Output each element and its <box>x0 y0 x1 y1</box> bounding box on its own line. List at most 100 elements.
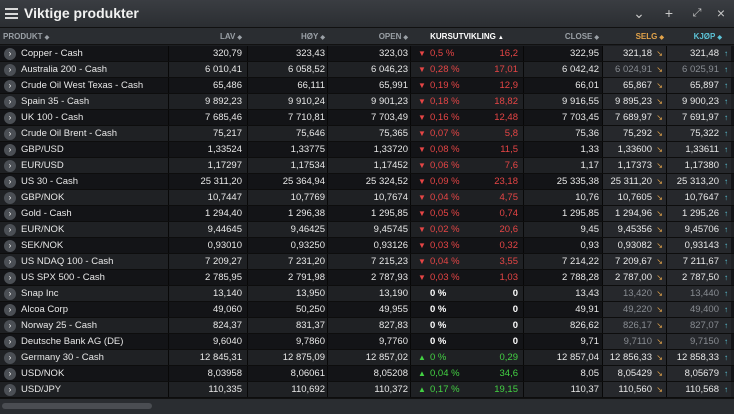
table-row[interactable]: › Germany 30 - Cash 12 845,31 12 875,09 12 8… <box>0 350 734 366</box>
table-row[interactable]: › US SPX 500 - Cash 2 785,95 2 791,98 2 787,… <box>0 270 734 286</box>
expand-row-icon[interactable]: › <box>4 320 16 332</box>
expand-row-icon[interactable]: › <box>4 304 16 316</box>
expand-row-icon[interactable]: › <box>4 368 16 380</box>
product-name[interactable]: Spain 35 - Cash <box>21 96 90 107</box>
col-produkt[interactable]: PRODUKT ◆ <box>3 32 50 41</box>
product-name[interactable]: US 30 - Cash <box>21 176 79 187</box>
table-row[interactable]: › Alcoa Corp 49,060 50,250 49,955 49,91 0 % 0 49… <box>0 302 734 318</box>
product-name[interactable]: Australia 200 - Cash <box>21 64 108 75</box>
buy-price-button[interactable]: 110,568 ↑ <box>667 382 731 397</box>
menu-icon[interactable] <box>5 8 18 19</box>
table-row[interactable]: › USD/NOK 8,03958 8,06061 8,05208 8,05 ▲ 0,04 %… <box>0 366 734 382</box>
sell-price-button[interactable]: 1,33600 ↘ <box>603 142 666 157</box>
buy-price-button[interactable]: 1,17380 ↑ <box>667 158 731 173</box>
table-row[interactable]: › Norway 25 - Cash 824,37 831,37 827,83 826,6… <box>0 318 734 334</box>
expand-row-icon[interactable]: › <box>4 160 16 172</box>
table-row[interactable]: › SEK/NOK 0,93010 0,93250 0,93126 0,93 ▼ 0,03 %… <box>0 238 734 254</box>
expand-row-icon[interactable]: › <box>4 96 16 108</box>
expand-row-icon[interactable]: › <box>4 240 16 252</box>
sell-price-button[interactable]: 1,17373 ↘ <box>603 158 666 173</box>
sell-price-button[interactable]: 9,45356 ↘ <box>603 222 666 237</box>
sell-price-button[interactable]: 65,867 ↘ <box>603 78 666 93</box>
product-name[interactable]: GBP/USD <box>21 144 64 155</box>
product-name[interactable]: USD/JPY <box>21 384 62 395</box>
table-row[interactable]: › GBP/USD 1,33524 1,33775 1,33720 1,33 ▼ 0,08 %… <box>0 142 734 158</box>
product-name[interactable]: SEK/NOK <box>21 240 64 251</box>
expand-row-icon[interactable]: › <box>4 128 16 140</box>
expand-row-icon[interactable]: › <box>4 80 16 92</box>
product-name[interactable]: Gold - Cash <box>21 208 72 219</box>
col-hoy[interactable]: HØY ◆ <box>301 32 325 41</box>
table-row[interactable]: › US 30 - Cash 25 311,20 25 364,94 25 324,52… <box>0 174 734 190</box>
buy-price-button[interactable]: 9 900,23 ↑ <box>667 94 731 109</box>
table-row[interactable]: › Deutsche Bank AG (DE) 9,6040 9,7860 9,7760… <box>0 334 734 350</box>
expand-row-icon[interactable]: › <box>4 208 16 220</box>
expand-row-icon[interactable]: › <box>4 352 16 364</box>
table-row[interactable]: › USD/JPY 110,335 110,692 110,372 110,37 ▲ 0,17… <box>0 382 734 398</box>
table-row[interactable]: › UK 100 - Cash 7 685,46 7 710,81 7 703,49 7 … <box>0 110 734 126</box>
col-open[interactable]: OPEN ◆ <box>378 32 408 41</box>
close-icon[interactable]: × <box>716 5 726 21</box>
product-name[interactable]: UK 100 - Cash <box>21 112 84 123</box>
sell-price-button[interactable]: 10,7605 ↘ <box>603 190 666 205</box>
table-row[interactable]: › EUR/USD 1,17297 1,17534 1,17452 1,17 ▼ 0,06 %… <box>0 158 734 174</box>
product-name[interactable]: Snap Inc <box>21 288 59 299</box>
expand-row-icon[interactable]: › <box>4 48 16 60</box>
sell-price-button[interactable]: 12 856,33 ↘ <box>603 350 666 365</box>
buy-price-button[interactable]: 1,33611 ↑ <box>667 142 731 157</box>
table-row[interactable]: › Copper - Cash 320,79 323,43 323,03 322,95 ▼ 0… <box>0 46 734 62</box>
product-name[interactable]: EUR/USD <box>21 160 64 171</box>
expand-row-icon[interactable]: › <box>4 64 16 76</box>
buy-price-button[interactable]: 9,7150 ↑ <box>667 334 731 349</box>
expand-icon[interactable]: ⤢ <box>692 7 702 19</box>
product-name[interactable]: Copper - Cash <box>21 48 83 59</box>
sell-price-button[interactable]: 6 024,91 ↘ <box>603 62 666 77</box>
sell-price-button[interactable]: 9,7110 ↘ <box>603 334 666 349</box>
table-row[interactable]: › EUR/NOK 9,44645 9,46425 9,45745 9,45 ▼ 0,02 %… <box>0 222 734 238</box>
sell-price-button[interactable]: 321,18 ↘ <box>603 46 666 61</box>
table-row[interactable]: › Crude Oil West Texas - Cash 65,486 66,111… <box>0 78 734 94</box>
col-kjop[interactable]: KJØP ◆ <box>693 32 722 41</box>
expand-row-icon[interactable]: › <box>4 144 16 156</box>
expand-row-icon[interactable]: › <box>4 256 16 268</box>
sell-price-button[interactable]: 8,05429 ↘ <box>603 366 666 381</box>
sell-price-button[interactable]: 110,560 ↘ <box>603 382 666 397</box>
table-row[interactable]: › Australia 200 - Cash 6 010,41 6 058,52 6 0… <box>0 62 734 78</box>
table-row[interactable]: › Spain 35 - Cash 9 892,23 9 910,24 9 901,23… <box>0 94 734 110</box>
buy-price-button[interactable]: 12 858,33 ↑ <box>667 350 731 365</box>
chevron-down-icon[interactable]: ⌄ <box>633 5 645 21</box>
product-name[interactable]: EUR/NOK <box>21 224 65 235</box>
expand-row-icon[interactable]: › <box>4 272 16 284</box>
table-row[interactable]: › Gold - Cash 1 294,40 1 296,38 1 295,85 1 29… <box>0 206 734 222</box>
product-name[interactable]: Crude Oil Brent - Cash <box>21 128 118 139</box>
sell-price-button[interactable]: 49,220 ↘ <box>603 302 666 317</box>
expand-row-icon[interactable]: › <box>4 224 16 236</box>
expand-row-icon[interactable]: › <box>4 288 16 300</box>
sell-price-button[interactable]: 13,420 ↘ <box>603 286 666 301</box>
product-name[interactable]: Deutsche Bank AG (DE) <box>21 336 124 347</box>
expand-row-icon[interactable]: › <box>4 112 16 124</box>
table-row[interactable]: › Snap Inc 13,140 13,950 13,190 13,43 0 % 0 13,4… <box>0 286 734 302</box>
buy-price-button[interactable]: 9,45706 ↑ <box>667 222 731 237</box>
buy-price-button[interactable]: 2 787,50 ↑ <box>667 270 731 285</box>
buy-price-button[interactable]: 25 313,20 ↑ <box>667 174 731 189</box>
col-lav[interactable]: LAV ◆ <box>219 32 242 41</box>
sell-price-button[interactable]: 0,93082 ↘ <box>603 238 666 253</box>
product-name[interactable]: US NDAQ 100 - Cash <box>21 256 114 267</box>
sell-price-button[interactable]: 75,292 ↘ <box>603 126 666 141</box>
buy-price-button[interactable]: 7 691,97 ↑ <box>667 110 731 125</box>
sell-price-button[interactable]: 2 787,00 ↘ <box>603 270 666 285</box>
table-row[interactable]: › US NDAQ 100 - Cash 7 209,27 7 231,20 7 215… <box>0 254 734 270</box>
horizontal-scrollbar[interactable] <box>2 403 152 409</box>
sell-price-button[interactable]: 7 689,97 ↘ <box>603 110 666 125</box>
buy-price-button[interactable]: 10,7647 ↑ <box>667 190 731 205</box>
buy-price-button[interactable]: 49,400 ↑ <box>667 302 731 317</box>
expand-row-icon[interactable]: › <box>4 384 16 396</box>
sell-price-button[interactable]: 7 209,67 ↘ <box>603 254 666 269</box>
buy-price-button[interactable]: 321,48 ↑ <box>667 46 731 61</box>
col-close[interactable]: CLOSE ◆ <box>564 32 599 41</box>
buy-price-button[interactable]: 0,93143 ↑ <box>667 238 731 253</box>
product-name[interactable]: US SPX 500 - Cash <box>21 272 105 283</box>
product-name[interactable]: USD/NOK <box>21 368 65 379</box>
sell-price-button[interactable]: 1 294,96 ↘ <box>603 206 666 221</box>
